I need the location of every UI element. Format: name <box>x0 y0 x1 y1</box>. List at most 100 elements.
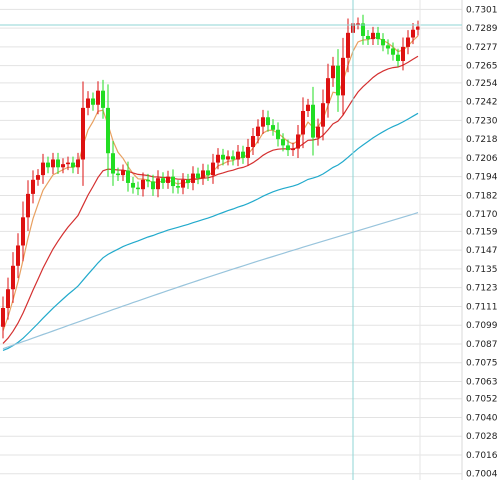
candle-down <box>116 167 120 182</box>
candle-body <box>166 176 170 183</box>
y-tick-label: 0.7159 <box>466 227 498 237</box>
price-axis: 0.7301 0.7289 0.7277 0.7265 0.7254 0.7242 0.72… <box>466 5 498 479</box>
candle-body <box>161 178 165 183</box>
candle-down <box>111 140 115 186</box>
candle-up <box>86 91 90 116</box>
candle-body <box>336 65 340 96</box>
candle-body <box>16 245 20 266</box>
y-tick-label: 0.7040 <box>466 413 498 423</box>
y-tick-label: 0.7135 <box>466 265 498 275</box>
candle-up <box>16 233 20 279</box>
candle-body <box>256 126 260 137</box>
candle-body <box>291 148 295 151</box>
candle-body <box>36 175 40 180</box>
candle-body <box>136 187 140 190</box>
candle-body <box>201 170 205 179</box>
candle-body <box>406 37 410 47</box>
candle-down <box>221 148 225 166</box>
candle-body <box>366 35 370 40</box>
candle-body <box>376 32 380 40</box>
candle-up <box>6 277 10 320</box>
candle-up <box>141 172 145 197</box>
candle-body <box>386 45 390 49</box>
candle-down <box>106 84 110 177</box>
candle-body <box>341 57 345 96</box>
candle-body <box>81 107 85 160</box>
candle-down <box>276 122 280 147</box>
candle-up <box>96 81 100 115</box>
candle-body <box>221 154 225 160</box>
candle-body <box>416 26 420 30</box>
candle-body <box>236 151 240 160</box>
moving-average-line <box>2 112 419 351</box>
candle-up <box>211 153 215 184</box>
candle-down <box>196 167 200 185</box>
candle-body <box>96 90 100 105</box>
candle-body <box>46 162 50 168</box>
y-tick-label: 0.7016 <box>466 451 498 461</box>
candle-up <box>321 89 325 141</box>
candle-down <box>171 169 175 194</box>
candle-up <box>11 252 15 303</box>
candle-body <box>231 156 235 160</box>
candle-body <box>281 139 285 146</box>
candle-up <box>346 18 350 73</box>
candle-down <box>56 152 60 174</box>
y-tick-label: 0.7206 <box>466 154 498 164</box>
candle-up <box>21 201 25 262</box>
candle-body <box>261 117 265 127</box>
candle-down <box>396 48 400 67</box>
candle-body <box>71 162 75 168</box>
chart-overlays <box>0 0 462 480</box>
candle-body <box>211 162 215 176</box>
candle-up <box>296 125 300 158</box>
candle-down <box>186 173 190 189</box>
candle-body <box>141 179 145 190</box>
candle-body <box>381 39 385 46</box>
candle-down <box>146 173 150 188</box>
candle-down <box>361 14 365 45</box>
candle-body <box>31 179 35 194</box>
candle-up <box>26 180 30 232</box>
candle-body <box>361 23 365 36</box>
candle-up <box>156 170 160 198</box>
candle-down <box>281 133 285 152</box>
candle-body <box>216 154 220 163</box>
candle-up <box>341 37 345 116</box>
candle-body <box>131 182 135 188</box>
candle-body <box>56 159 60 168</box>
y-tick-label: 0.7111 <box>466 302 498 312</box>
candle-body <box>156 178 160 190</box>
candle-body <box>241 151 245 158</box>
candle-up <box>256 119 260 144</box>
y-tick-label: 0.7004 <box>466 470 498 480</box>
candle-body <box>266 117 270 126</box>
y-tick-label: 0.7218 <box>466 135 498 145</box>
candle-down <box>231 150 235 166</box>
candle-body <box>311 104 315 138</box>
candle-body <box>121 170 125 176</box>
candle-body <box>61 164 65 168</box>
candle-body <box>191 173 195 183</box>
candle-body <box>276 129 280 140</box>
candle-down <box>286 139 290 157</box>
candle-up <box>371 26 375 46</box>
y-tick-label: 0.7028 <box>466 432 498 442</box>
candle-up <box>1 296 5 339</box>
candle-body <box>76 159 80 168</box>
candle-body <box>346 32 350 58</box>
candle-body <box>1 308 5 327</box>
candle-down <box>376 26 380 46</box>
candle-body <box>101 90 105 108</box>
candle-body <box>11 265 15 290</box>
candle-body <box>206 170 210 176</box>
y-tick-label: 0.7087 <box>466 340 498 350</box>
candle-body <box>186 179 190 183</box>
candle-body <box>391 48 395 55</box>
candle-body <box>86 98 90 108</box>
candle-down <box>101 79 105 119</box>
candle-body <box>251 136 255 147</box>
candle-body <box>6 289 10 309</box>
candle-body <box>196 173 200 179</box>
